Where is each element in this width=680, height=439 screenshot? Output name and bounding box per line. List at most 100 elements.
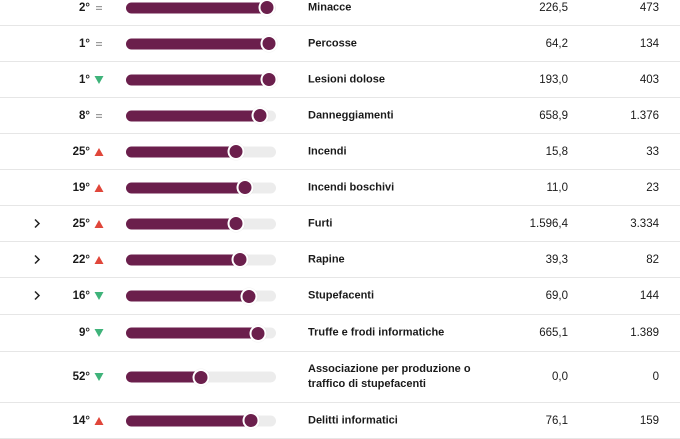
rate-value: 193,0 — [539, 73, 568, 86]
rank: 22° — [72, 253, 90, 266]
ranking-bar-fill — [126, 38, 269, 49]
crime-category-label: Incendi boschivi — [308, 181, 395, 193]
trend-up-icon — [94, 416, 104, 426]
rank: 8° — [79, 109, 90, 122]
report-count: 0 — [652, 371, 659, 383]
rate-value: 226,5 — [539, 1, 568, 14]
rate-value: 658,9 — [539, 109, 568, 122]
table-row: 2° Minacce 226,5 473 — [0, 0, 680, 26]
ranking-bar-fill — [126, 74, 269, 85]
report-count: 144 — [639, 290, 659, 302]
ranking-bar-knob — [251, 107, 268, 124]
table-row: 19° Incendi boschivi 11,0 23 — [0, 170, 680, 206]
crime-category-label: Percosse — [308, 37, 357, 49]
table-row: 25° Incendi 15,8 33 — [0, 134, 680, 170]
report-count: 1.389 — [630, 327, 659, 339]
table-row: 9° Truffe e frodi informatiche 665,1 1.389 — [0, 315, 680, 352]
rate-value: 0,0 — [552, 371, 568, 383]
rate-value: 1.596,4 — [529, 217, 568, 230]
crime-category-label: Furti — [308, 217, 333, 229]
report-count: 159 — [639, 414, 659, 427]
ranking-bar — [126, 368, 276, 386]
ranking-bar-fill — [126, 146, 236, 157]
rank: 25° — [72, 145, 90, 158]
trend-down-icon — [94, 372, 104, 382]
ranking-bar-knob — [236, 179, 253, 196]
table-row: 52° Associazione per produzione o traffic… — [0, 352, 680, 403]
rank: 16° — [72, 290, 90, 302]
ranking-bar — [126, 215, 276, 232]
table-row: 1° Lesioni dolose 193,0 403 — [0, 62, 680, 98]
table-row[interactable]: 16° Stupefacenti 69,0 144 — [0, 278, 680, 315]
report-count: 33 — [646, 145, 659, 158]
rank: 52° — [72, 371, 90, 383]
rate-value: 665,1 — [539, 327, 568, 339]
crime-category-label: Lesioni dolose — [308, 73, 386, 85]
report-count: 1.376 — [630, 109, 659, 122]
ranking-bar-knob — [240, 287, 258, 305]
report-count: 23 — [646, 181, 659, 194]
rate-value: 39,3 — [545, 253, 568, 266]
trend-unchanged-icon — [94, 3, 104, 13]
ranking-bar-fill — [126, 327, 258, 339]
ranking-bar-knob — [249, 324, 267, 342]
ranking-bar-fill — [126, 290, 249, 302]
table-row: 1° Percosse 64,2 134 — [0, 26, 680, 62]
rate-value: 15,8 — [545, 145, 568, 158]
report-count: 3.334 — [630, 217, 659, 230]
crime-category-label: Danneggiamenti — [308, 109, 394, 121]
expand-chevron-icon[interactable] — [30, 289, 44, 304]
rank: 1° — [79, 73, 90, 86]
ranking-bar-knob — [227, 143, 244, 160]
ranking-bar — [126, 251, 276, 268]
ranking-bar — [126, 35, 277, 52]
crime-category-label: Delitti informatici — [308, 414, 398, 426]
ranking-bar — [126, 412, 276, 429]
table-row[interactable]: 22° Rapine 39,3 82 — [0, 242, 680, 278]
ranking-bar — [126, 324, 276, 342]
ranking-bar-knob — [192, 368, 210, 386]
ranking-bar — [126, 179, 276, 196]
ranking-bar-knob — [260, 35, 277, 52]
rank: 25° — [72, 217, 90, 230]
crime-category-label: Minacce — [308, 1, 352, 13]
table-row[interactable]: 25° Furti 1.596,4 3.334 — [0, 206, 680, 242]
rank: 1° — [79, 37, 90, 50]
crime-category-label: Incendi — [308, 145, 347, 157]
ranking-bar-knob — [242, 412, 259, 429]
rate-value: 64,2 — [545, 37, 568, 50]
rate-value: 69,0 — [545, 290, 568, 302]
ranking-bar-fill — [126, 182, 245, 193]
ranking-bar — [126, 287, 276, 305]
ranking-bar-knob — [260, 71, 277, 88]
trend-down-icon — [94, 75, 104, 85]
expand-chevron-icon[interactable] — [30, 216, 44, 231]
ranking-bar-fill — [126, 415, 251, 426]
report-count: 134 — [639, 37, 659, 50]
crime-category-label: Rapine — [308, 253, 345, 265]
rate-value: 76,1 — [545, 414, 568, 427]
trend-up-icon — [94, 183, 104, 193]
ranking-bar-fill — [126, 2, 267, 13]
crime-category-label: Stupefacenti — [308, 289, 375, 302]
ranking-bar-fill — [126, 254, 240, 265]
table-row: 8° Danneggiamenti 658,9 1.376 — [0, 98, 680, 134]
trend-down-icon — [94, 328, 104, 338]
ranking-bar-knob — [258, 0, 276, 16]
rank: 9° — [79, 327, 90, 339]
trend-down-icon — [94, 291, 104, 301]
trend-up-icon — [94, 147, 104, 157]
crime-category-label: Truffe e frodi informatiche — [308, 326, 445, 339]
ranking-bar-fill — [126, 371, 201, 383]
report-count: 82 — [646, 253, 659, 266]
ranking-bar — [126, 107, 276, 124]
rate-value: 11,0 — [546, 181, 568, 194]
trend-up-icon — [94, 219, 104, 229]
ranking-bar-knob — [231, 251, 249, 268]
ranking-bar — [126, 0, 276, 16]
ranking-bar — [126, 143, 276, 160]
expand-chevron-icon[interactable] — [30, 252, 44, 267]
ranking-bar-fill — [126, 218, 236, 229]
trend-unchanged-icon — [94, 111, 104, 121]
ranking-bar-fill — [126, 110, 260, 121]
